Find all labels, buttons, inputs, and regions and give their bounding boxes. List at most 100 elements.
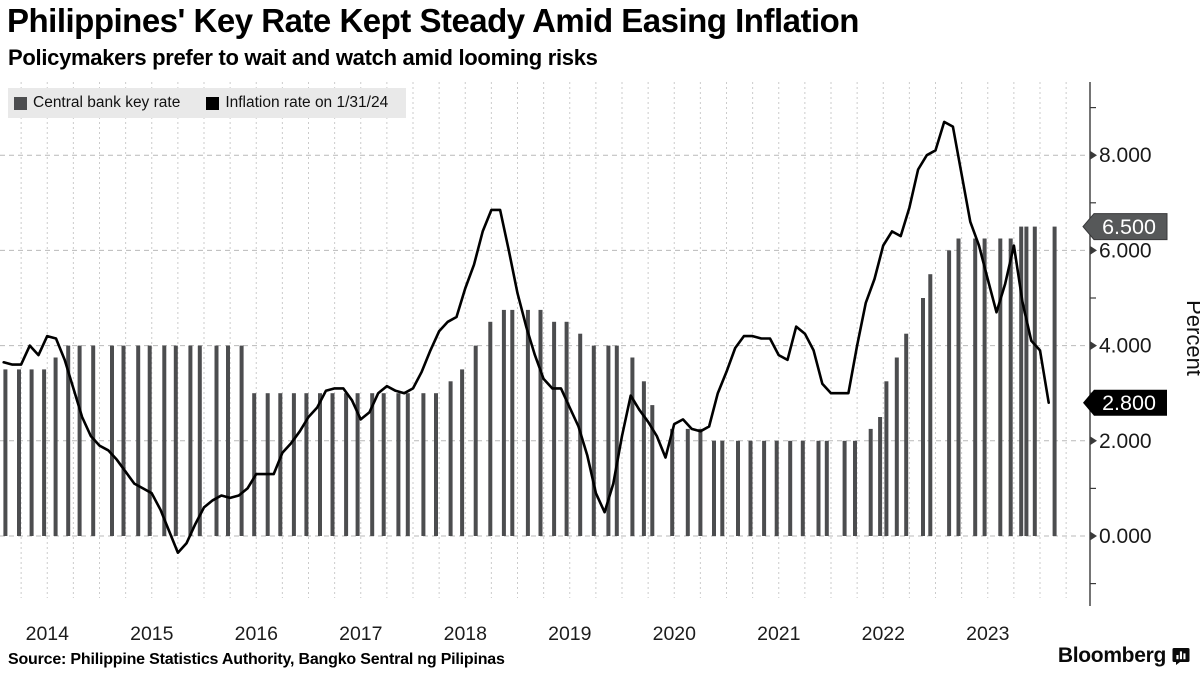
key-rate-bar — [197, 345, 202, 536]
key-rate-bar — [921, 298, 925, 536]
x-axis-year-label: 2021 — [757, 623, 800, 645]
key-rate-bar — [3, 369, 8, 536]
key-rate-bar — [77, 345, 82, 536]
value-badges: 6.500 2.800 — [1082, 213, 1168, 416]
key-rate-bar — [1052, 226, 1057, 536]
key-rate-bar — [265, 393, 270, 536]
key-rate-bar — [162, 345, 167, 536]
legend-label: Central bank key rate — [33, 94, 181, 111]
key-rate-bar — [736, 440, 740, 536]
key-rate-bar — [370, 393, 375, 536]
key-rate-bar — [252, 393, 257, 536]
key-rate-bar — [355, 393, 360, 536]
key-rate-bar — [344, 393, 349, 536]
x-axis-year-label: 2014 — [26, 623, 70, 645]
bloomberg-terminal-icon — [1172, 648, 1190, 665]
key-rate-bar — [998, 238, 1003, 536]
y-axis-tick-label: 4.000 — [1099, 335, 1152, 358]
legend-item-inflation: Inflation rate on 1/31/24 — [206, 94, 388, 112]
key-rate-bar — [434, 393, 438, 536]
y-axis-title: Percent — [1182, 300, 1200, 376]
y-axis: 0.000 2.000 4.000 6.000 8.000 Percent — [1089, 82, 1200, 606]
key-rate-bars — [3, 226, 1057, 536]
key-rate-bar — [448, 381, 453, 536]
key-rate-bar — [788, 440, 793, 536]
key-rate-bar — [630, 357, 635, 536]
key-rate-bar — [304, 393, 309, 536]
page-title: Philippines' Key Rate Kept Steady Amid E… — [7, 2, 859, 39]
key-rate-bar — [318, 393, 322, 536]
key-rate-bar — [147, 345, 152, 536]
key-rate-bar — [904, 333, 909, 536]
key-rate-bar — [712, 440, 716, 536]
key-rate-bar — [66, 345, 71, 536]
x-axis-year-label: 2017 — [339, 623, 382, 645]
key-rate-bar — [1024, 226, 1029, 536]
key-rate-bar — [1008, 238, 1013, 536]
key-rate-bar — [878, 417, 883, 536]
key-rate-bar — [842, 440, 847, 536]
key-rate-bar — [510, 309, 515, 536]
key-rate-bar — [1019, 226, 1024, 536]
key-rate-bar — [824, 440, 829, 536]
key-rate-bar — [381, 393, 386, 536]
x-axis-year-label: 2020 — [653, 623, 697, 645]
key-rate-bar — [396, 393, 401, 536]
key-rate-bar — [226, 345, 230, 536]
y-axis-tick-label: 8.000 — [1099, 144, 1152, 167]
y-axis-tick-label: 2.000 — [1099, 430, 1152, 453]
inflation-line — [2, 120, 1050, 555]
key-rate-bar — [525, 309, 530, 536]
x-axis-year-label: 2015 — [130, 623, 174, 645]
page-subtitle: Policymakers prefer to wait and watch am… — [8, 45, 598, 70]
key-rate-bar — [501, 309, 506, 536]
key-rate-bar — [91, 345, 96, 536]
y-axis-tick-arrow-icon — [1090, 341, 1097, 351]
key-rate-bar — [853, 440, 857, 536]
key-rate-bar — [720, 440, 725, 536]
value-badge — [1082, 213, 1168, 241]
key-rate-bar — [614, 345, 619, 536]
key-rate-bar — [564, 321, 569, 536]
chart-legend: Central bank key rate Inflation rate on … — [8, 88, 407, 118]
key-rate-bar — [29, 369, 34, 536]
key-rate-bar — [670, 428, 675, 536]
key-rate-bar — [800, 440, 805, 536]
key-rate-bar — [473, 345, 478, 536]
value-badge-label: 2.800 — [1102, 391, 1156, 415]
key-rate-bar — [894, 357, 899, 536]
key-rate-bar — [488, 321, 493, 536]
key-rate-bar — [591, 345, 596, 536]
x-axis-year-label: 2022 — [862, 623, 905, 645]
key-rate-bar — [136, 345, 141, 536]
key-rate-bar — [956, 238, 961, 536]
key-rate-bar — [121, 345, 126, 536]
key-rate-bar — [188, 345, 193, 536]
key-rate-bar — [405, 393, 410, 536]
key-rate-bar — [650, 405, 655, 536]
value-badge-label: 6.500 — [1102, 215, 1156, 239]
legend-label: Inflation rate on 1/31/24 — [225, 94, 389, 111]
key-rate-bar — [291, 393, 296, 536]
key-rate-bar — [698, 428, 703, 536]
key-rate-bar — [538, 309, 543, 536]
key-rate-bar — [982, 238, 987, 536]
key-rate-bar — [868, 428, 873, 536]
x-axis-year-label: 2019 — [548, 623, 591, 645]
key-rate-bar — [552, 321, 557, 536]
key-rate-bar — [748, 440, 753, 536]
x-axis-year-label: 2018 — [444, 623, 487, 645]
y-axis-tick-arrow-icon — [1090, 531, 1097, 541]
key-rate-bar — [42, 369, 47, 536]
key-rate-bar — [421, 393, 426, 536]
legend-item-key-rate: Central bank key rate — [14, 94, 180, 112]
key-rate-bar — [214, 345, 219, 536]
key-rate-swatch-icon — [14, 96, 27, 110]
key-rate-bar — [685, 428, 690, 536]
key-rate-bar — [173, 345, 178, 536]
key-rate-bar — [762, 440, 767, 536]
key-rate-bar — [17, 369, 21, 536]
key-rate-bar — [816, 440, 821, 536]
key-rate-bar — [110, 345, 114, 536]
